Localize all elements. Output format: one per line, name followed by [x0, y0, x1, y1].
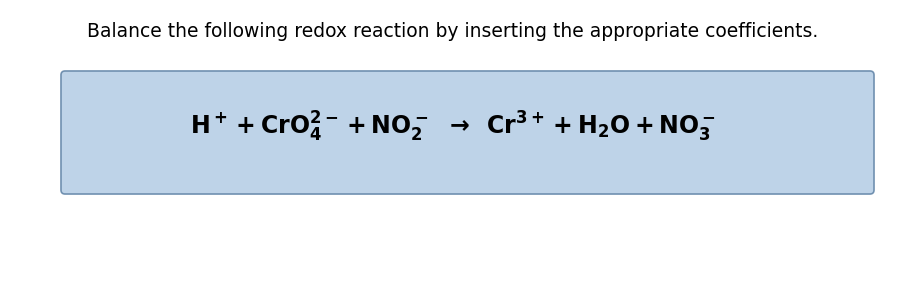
- FancyBboxPatch shape: [61, 71, 874, 194]
- Text: Balance the following redox reaction by inserting the appropriate coefficients.: Balance the following redox reaction by …: [87, 22, 819, 41]
- Text: $\mathbf{H^+ + CrO_4^{2-} + NO_2^- \;\;\rightarrow\;\; Cr^{3+} + H_2O + NO_3^-}$: $\mathbf{H^+ + CrO_4^{2-} + NO_2^- \;\;\…: [190, 110, 716, 144]
